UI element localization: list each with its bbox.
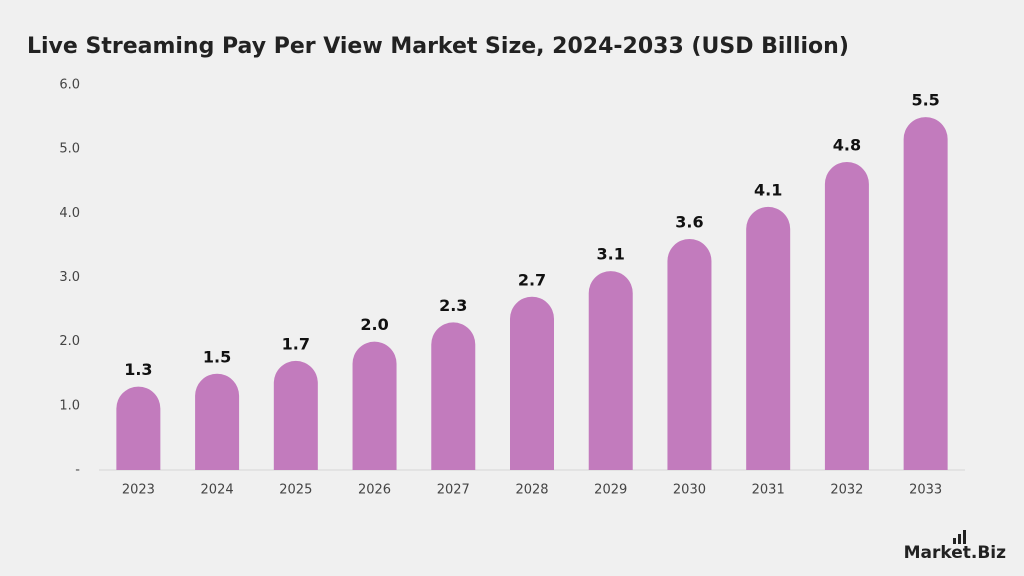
x-tick-label: 2028: [515, 483, 548, 498]
x-tick-label: 2027: [437, 483, 470, 498]
value-label: 3.6: [675, 213, 703, 232]
bar: [588, 271, 633, 470]
value-label: 2.0: [360, 315, 388, 334]
value-label: 2.3: [439, 296, 467, 315]
y-tick-label: -: [75, 463, 80, 478]
logo-bar: [963, 530, 966, 544]
x-tick-label: 2029: [594, 483, 627, 498]
value-label: 5.5: [911, 91, 939, 110]
chart-title: Live Streaming Pay Per View Market Size,…: [27, 34, 849, 59]
value-label: 3.1: [597, 245, 625, 264]
bar: [116, 386, 161, 470]
logo-bar: [953, 538, 956, 544]
bar: [667, 239, 712, 470]
bar: [746, 206, 791, 470]
x-tick-label: 2031: [752, 483, 785, 498]
bar: [824, 162, 869, 471]
bar: [510, 296, 554, 470]
value-label: 1.7: [282, 334, 310, 353]
x-tick-label: 2030: [673, 483, 706, 498]
x-tick-label: 2025: [279, 483, 312, 498]
bar: [195, 373, 240, 470]
x-tick-label: 2033: [909, 483, 942, 498]
y-tick-label: 3.0: [59, 270, 80, 285]
x-tick-label: 2032: [830, 483, 863, 498]
bar: [352, 341, 397, 470]
value-label: 1.5: [203, 347, 231, 366]
y-tick-label: 5.0: [59, 142, 80, 157]
logo-bar: [958, 534, 961, 544]
brand-logo: Market.Biz: [904, 530, 1007, 563]
y-tick-label: 2.0: [59, 334, 80, 349]
bar: [273, 360, 318, 470]
x-tick-label: 2023: [122, 483, 155, 498]
value-label: 2.7: [518, 270, 546, 289]
x-tick-label: 2026: [358, 483, 391, 498]
x-tick-label: 2024: [201, 483, 234, 498]
y-tick-label: 1.0: [59, 398, 80, 413]
value-label: 4.8: [833, 136, 861, 155]
bar: [431, 322, 476, 470]
bar: [903, 117, 948, 471]
value-label: 1.3: [124, 360, 152, 379]
y-tick-label: 6.0: [59, 78, 80, 93]
value-label: 4.1: [754, 180, 782, 199]
y-tick-label: 4.0: [59, 206, 80, 221]
brand: Market.Biz: [904, 543, 1007, 563]
